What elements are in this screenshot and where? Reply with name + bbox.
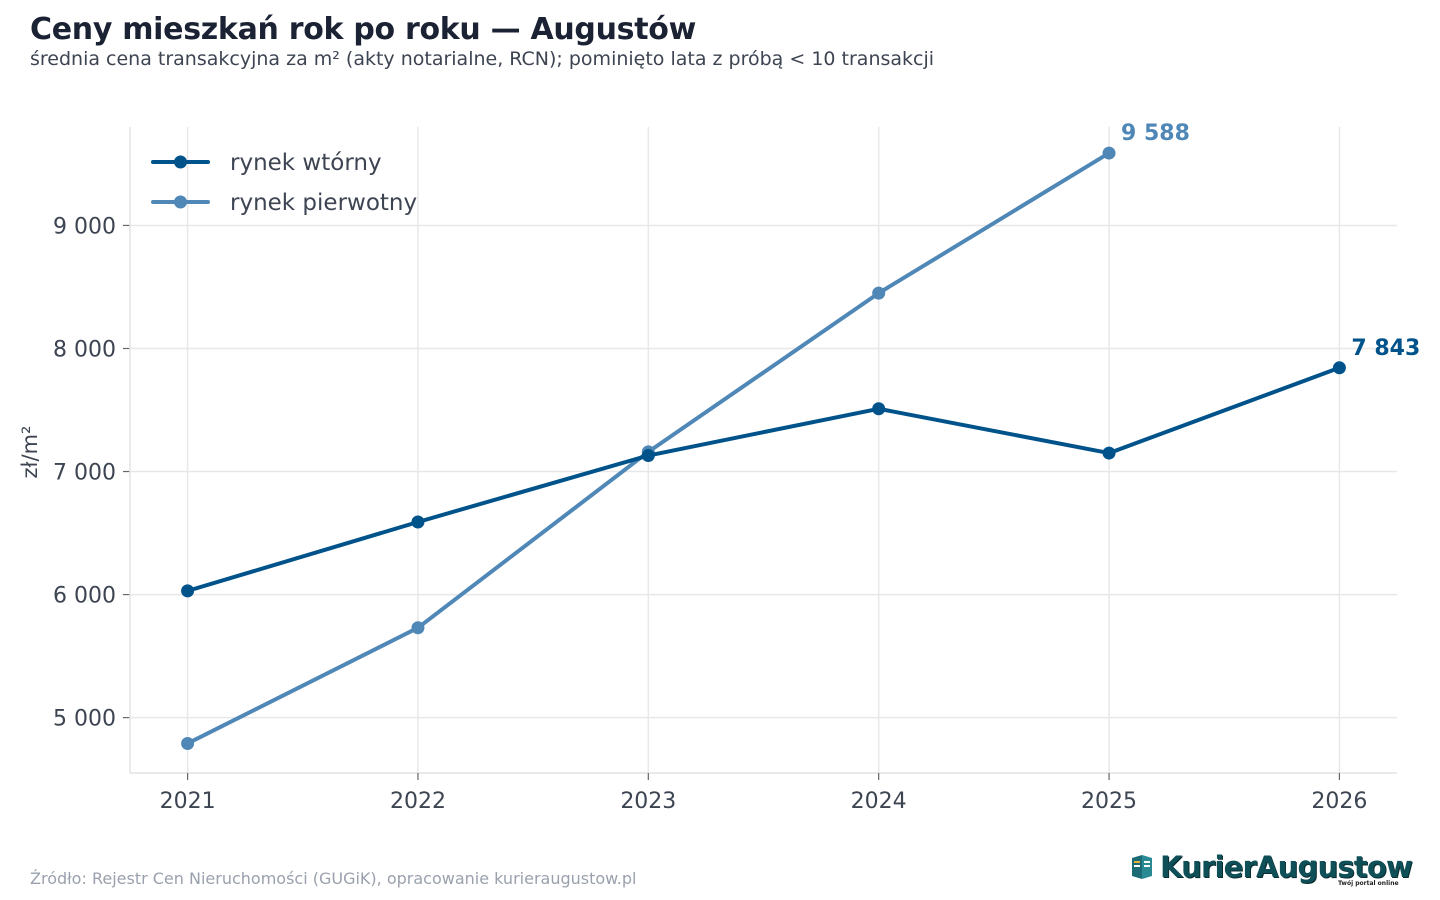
y-tick-label: 6 000 — [53, 584, 116, 609]
series-line-wtorny — [185, 365, 1342, 593]
x-tick-label: 2025 — [1081, 789, 1137, 814]
logo-text: KurierAugustow — [1160, 850, 1413, 884]
site-logo[interactable]: KurierAugustow Twój portal online — [1128, 850, 1418, 890]
source-note: Źródło: Rejestr Cen Nieruchomości (GUGiK… — [30, 869, 637, 888]
data-point — [1102, 446, 1116, 460]
legend-label: rynek wtórny — [230, 150, 382, 176]
legend-marker — [174, 155, 187, 169]
data-point — [872, 286, 886, 300]
data-point — [872, 402, 886, 416]
chart-title: Ceny mieszkań rok po roku — Augustów — [30, 12, 696, 47]
logo-tagline: Twój portal online — [1338, 880, 1399, 887]
end-value-label: 9 588 — [1121, 121, 1190, 146]
y-tick-label: 9 000 — [53, 214, 116, 239]
end-value-label: 7 843 — [1351, 336, 1420, 361]
y-tick-label: 7 000 — [53, 461, 116, 486]
data-point — [641, 449, 655, 463]
data-point — [411, 515, 425, 529]
newspaper-icon — [1132, 855, 1152, 879]
legend-marker — [174, 195, 187, 209]
x-tick-label: 2022 — [390, 789, 446, 814]
x-tick-label: 2021 — [160, 789, 216, 814]
chart-subtitle: średnia cena transakcyjna za m² (akty no… — [30, 48, 935, 70]
data-point — [411, 621, 425, 635]
data-point — [181, 736, 195, 750]
x-tick-label: 2026 — [1311, 789, 1367, 814]
data-point — [1102, 146, 1116, 160]
data-point — [1332, 361, 1346, 375]
y-axis-label: zł/m² — [18, 426, 42, 479]
legend-label: rynek pierwotny — [230, 190, 417, 216]
x-tick-label: 2023 — [620, 789, 676, 814]
x-tick-label: 2024 — [851, 789, 907, 814]
y-tick-label: 5 000 — [53, 707, 116, 732]
data-point — [181, 584, 195, 598]
y-tick-label: 8 000 — [53, 337, 116, 362]
